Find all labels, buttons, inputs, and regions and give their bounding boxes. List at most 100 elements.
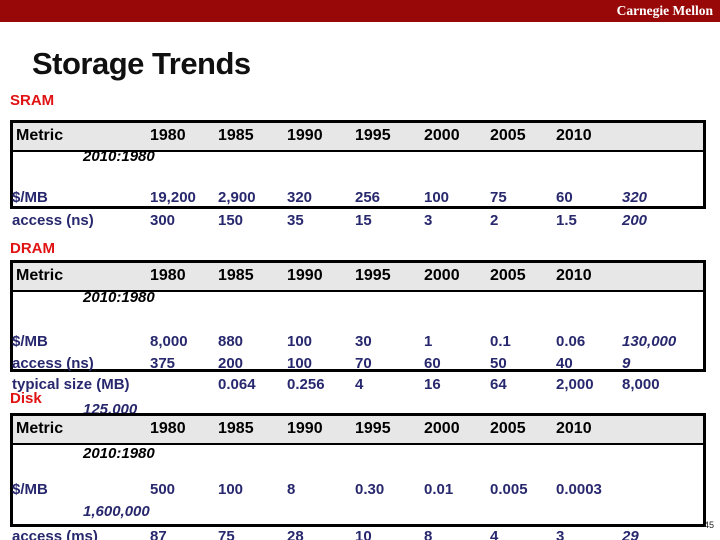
year-col: 1980 [150, 420, 186, 437]
year-col: 1990 [287, 420, 323, 437]
cell: 2,900 [218, 189, 256, 206]
row-label: $/MB [12, 189, 48, 206]
cell: 75 [490, 189, 507, 206]
cell: 0.1 [490, 333, 511, 350]
wrapped-ratio-cell: 1,600,000 [83, 503, 150, 520]
ratio-cell: 9 [622, 355, 631, 372]
year-col: 2010 [556, 267, 592, 284]
cell: 87 [150, 528, 167, 540]
ratio-header: 2010:1980 [83, 445, 155, 462]
ratio-header: 2010:1980 [83, 289, 155, 306]
cell: 0.01 [424, 481, 454, 498]
metric-header: Metric [16, 127, 64, 144]
cell: 60 [556, 189, 573, 206]
cell: 70 [355, 355, 372, 372]
row-label: access (ns) [12, 212, 94, 229]
year-col: 2010 [556, 420, 592, 437]
year-col: 1985 [218, 127, 254, 144]
year-col: 1995 [355, 127, 391, 144]
row-label: $/MB [12, 481, 48, 498]
cell: 0.06 [556, 333, 586, 350]
cell: 8,000 [622, 376, 660, 393]
metric-header: Metric [16, 420, 64, 437]
cell: 19,200 [150, 189, 196, 206]
cell: 0.0003 [556, 481, 602, 498]
brand-text: Carnegie Mellon [616, 3, 713, 18]
sram-table-header-band [13, 123, 703, 152]
cell: 30 [355, 333, 372, 350]
year-col: 1995 [355, 420, 391, 437]
year-col: 2010 [556, 127, 592, 144]
cell: 2,000 [556, 376, 594, 393]
cell: 100 [218, 481, 244, 498]
year-col: 2000 [424, 420, 460, 437]
cell: 0.005 [490, 481, 528, 498]
cell: 100 [424, 189, 450, 206]
cell: 8,000 [150, 333, 188, 350]
cell: 35 [287, 212, 304, 229]
year-col: 1980 [150, 127, 186, 144]
cell: 0.30 [355, 481, 385, 498]
ratio-cell: 320 [622, 189, 648, 206]
row-label: access (ms) [12, 528, 98, 540]
cell: 3 [556, 528, 565, 540]
page-number: 45 [703, 520, 714, 530]
cell: 10 [355, 528, 372, 540]
ratio-header: 2010:1980 [83, 148, 155, 165]
cell: 40 [556, 355, 573, 372]
cell: 200 [218, 355, 244, 372]
cell: 50 [490, 355, 507, 372]
year-col: 2000 [424, 127, 460, 144]
section-label-disk: Disk [10, 390, 42, 407]
year-col: 2000 [424, 267, 460, 284]
cell: 320 [287, 189, 313, 206]
cell: 150 [218, 212, 244, 229]
cell: 8 [287, 481, 296, 498]
ratio-cell: 130,000 [622, 333, 677, 350]
cell: 64 [490, 376, 507, 393]
disk-table-header-band [13, 416, 703, 445]
year-col: 1995 [355, 267, 391, 284]
cell: 500 [150, 481, 176, 498]
disk-table-box [10, 413, 706, 527]
cell: 8 [424, 528, 433, 540]
cell: 0.064 [218, 376, 256, 393]
cell: 28 [287, 528, 304, 540]
cell: 880 [218, 333, 244, 350]
dram-table-header-band [13, 263, 703, 292]
metric-header: Metric [16, 267, 64, 284]
cell: 15 [355, 212, 372, 229]
year-col: 1990 [287, 127, 323, 144]
ratio-cell: 29 [622, 528, 639, 540]
row-label: access (ns) [12, 355, 94, 372]
cell: 1.5 [556, 212, 577, 229]
cell: 75 [218, 528, 235, 540]
section-label-dram: DRAM [10, 240, 55, 257]
sram-table-box [10, 120, 706, 209]
cell: 16 [424, 376, 441, 393]
cell: 4 [490, 528, 499, 540]
cell: 256 [355, 189, 381, 206]
cell: 0.256 [287, 376, 325, 393]
year-col: 1990 [287, 267, 323, 284]
cell: 3 [424, 212, 433, 229]
cell: 100 [287, 355, 313, 372]
row-label: typical size (MB) [12, 376, 130, 393]
cell: 100 [287, 333, 313, 350]
cell: 2 [490, 212, 499, 229]
row-label: $/MB [12, 333, 48, 350]
cell: 1 [424, 333, 433, 350]
year-col: 1985 [218, 267, 254, 284]
year-col: 2005 [490, 127, 526, 144]
year-col: 1980 [150, 267, 186, 284]
cell: 300 [150, 212, 176, 229]
year-col: 2005 [490, 420, 526, 437]
cell: 4 [355, 376, 364, 393]
year-col: 1985 [218, 420, 254, 437]
page-title: Storage Trends [32, 46, 251, 81]
cell: 375 [150, 355, 176, 372]
header-bar: Carnegie Mellon [0, 0, 720, 22]
dram-table-box [10, 260, 706, 372]
ratio-cell: 200 [622, 212, 648, 229]
